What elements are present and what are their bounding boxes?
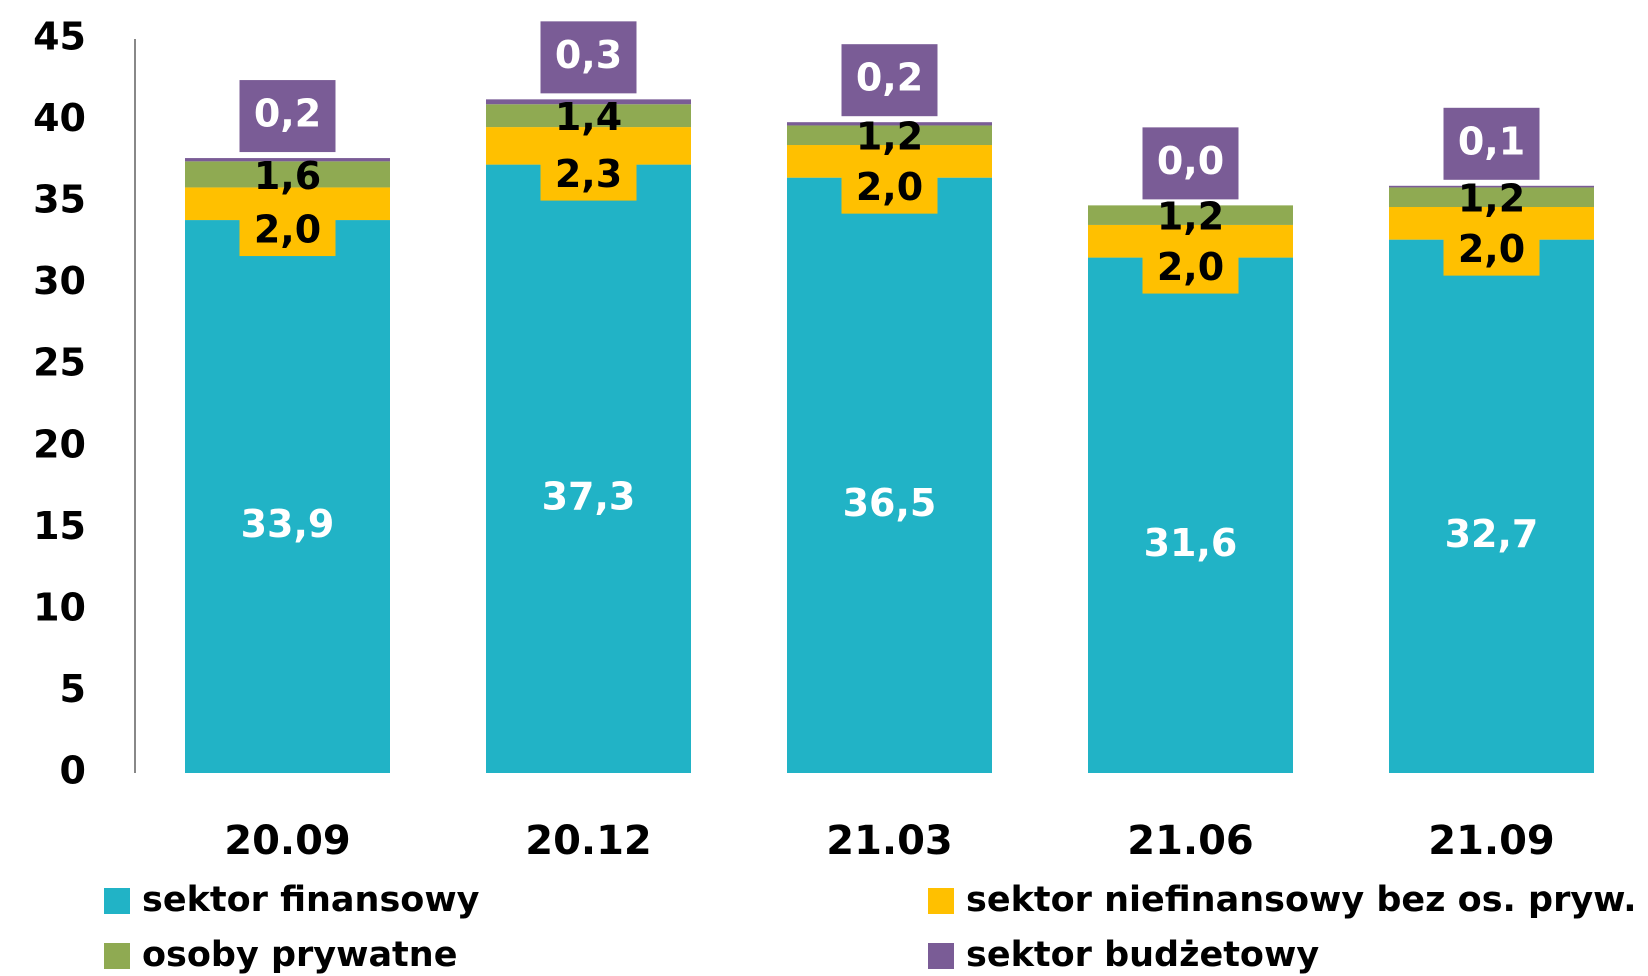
value-label: 32,7 [1445, 512, 1539, 556]
bar-segment [787, 177, 992, 774]
label-box [239, 208, 336, 257]
x-tick-label: 21.09 [1428, 818, 1555, 864]
value-label: 1,2 [1157, 195, 1224, 239]
value-label: 1,6 [254, 154, 321, 198]
x-tick-label: 20.12 [525, 818, 652, 864]
label-box [1142, 127, 1239, 200]
label-box [841, 44, 938, 117]
bar-segment [1088, 205, 1293, 225]
bar-segment [1088, 257, 1293, 774]
bar-segment [1389, 187, 1594, 208]
value-label: 0,1 [1458, 119, 1525, 163]
label-box [1443, 107, 1540, 180]
x-tick-label: 21.06 [1127, 818, 1254, 864]
legend-label: osoby prywatne [142, 935, 457, 975]
legend-swatch [928, 943, 954, 969]
legend-label: sektor budżetowy [966, 935, 1319, 975]
y-tick-label: 15 [33, 504, 86, 548]
label-box [540, 21, 637, 94]
y-tick-label: 20 [33, 422, 86, 466]
value-label: 2,0 [254, 208, 321, 252]
legend-swatch [928, 888, 954, 914]
value-label: 1,4 [555, 95, 622, 139]
y-tick-label: 35 [33, 178, 86, 222]
value-label: 0,2 [254, 92, 321, 136]
y-tick-label: 30 [33, 259, 86, 303]
value-label: 0,0 [1157, 139, 1224, 183]
bar-segment [1389, 239, 1594, 774]
label-box [1142, 245, 1239, 294]
value-label: 0,3 [555, 33, 622, 77]
value-label: 2,0 [1157, 245, 1224, 289]
value-label: 37,3 [542, 474, 636, 518]
bar-segment [486, 99, 691, 105]
value-label: 0,2 [856, 56, 923, 100]
bar-segment [1389, 185, 1594, 188]
label-box [540, 152, 637, 201]
value-label: 2,3 [555, 152, 622, 196]
x-tick-label: 20.09 [224, 818, 351, 864]
bar-segment [185, 158, 390, 162]
bar-segment [787, 122, 992, 126]
value-label: 31,6 [1144, 521, 1238, 565]
legend-swatch [104, 943, 130, 969]
value-label: 2,0 [1458, 227, 1525, 271]
bar-segment [185, 220, 390, 773]
y-tick-label: 40 [33, 96, 86, 140]
value-label: 1,2 [1458, 177, 1525, 221]
label-box [1443, 227, 1540, 276]
label-box [239, 80, 336, 153]
x-tick-label: 21.03 [826, 818, 953, 864]
value-label: 36,5 [843, 481, 937, 525]
y-tick-label: 0 [60, 749, 86, 793]
y-tick-label: 25 [33, 341, 86, 385]
legend-label: sektor niefinansowy bez os. pryw. [966, 880, 1637, 920]
y-tick-label: 10 [33, 585, 86, 629]
bar-segment [486, 164, 691, 773]
value-label: 2,0 [856, 165, 923, 209]
value-label: 33,9 [241, 502, 335, 546]
value-label: 1,2 [856, 115, 923, 159]
bar-segment [185, 161, 390, 188]
y-tick-label: 5 [60, 667, 86, 711]
y-tick-label: 45 [33, 15, 86, 59]
legend-swatch [104, 888, 130, 914]
bar-segment [486, 104, 691, 128]
legend-label: sektor finansowy [142, 880, 480, 920]
bar-segment [787, 125, 992, 146]
label-box [841, 165, 938, 214]
